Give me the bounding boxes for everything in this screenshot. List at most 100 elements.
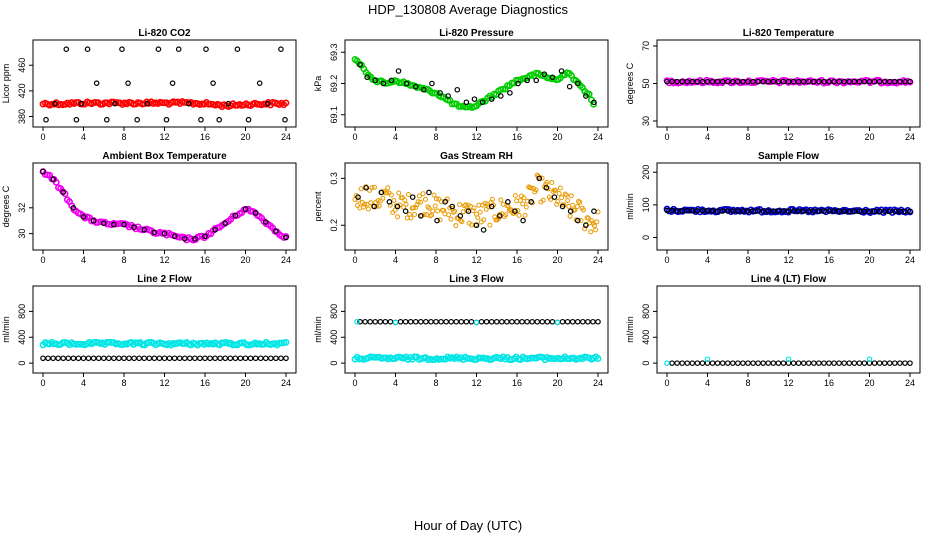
cloud-point (374, 203, 380, 209)
band-point (282, 338, 290, 346)
x-tick-label: 24 (281, 378, 291, 388)
data-point (684, 360, 691, 366)
data-point (704, 78, 711, 85)
x-tick-label: 16 (200, 255, 210, 265)
data-point (902, 360, 908, 366)
data-point (488, 203, 495, 210)
y-tick-label: 69.3 (329, 43, 339, 61)
data-point (134, 116, 140, 123)
x-tick-label: 0 (352, 255, 357, 265)
data-point (242, 206, 249, 212)
data-point (103, 116, 110, 123)
data-point (569, 318, 576, 325)
data-point (795, 78, 802, 85)
data-point (125, 80, 131, 86)
data-point (821, 208, 827, 214)
data-point (785, 208, 792, 214)
x-tick-label: 12 (783, 132, 793, 142)
data-point (574, 80, 581, 87)
panel-title: Gas Stream RH (440, 151, 513, 162)
x-tick-label: 24 (281, 255, 291, 265)
data-point (457, 213, 464, 219)
x-tick-label: 20 (240, 255, 250, 265)
x-tick-label: 8 (433, 378, 438, 388)
data-point (760, 78, 766, 85)
data-point (367, 318, 373, 325)
data-point (790, 78, 797, 85)
data-point (770, 208, 777, 214)
data-point (95, 355, 102, 362)
data-point (745, 78, 751, 85)
x-tick-label: 12 (159, 132, 169, 142)
cloud-point (429, 212, 435, 218)
x-tick-label: 12 (159, 255, 169, 265)
data-point (861, 78, 868, 85)
data-point (80, 214, 87, 220)
data-point (146, 355, 153, 362)
cloud-point (448, 216, 454, 222)
data-point (674, 207, 680, 214)
x-tick-label: 0 (664, 378, 669, 388)
cloud-point (512, 193, 518, 199)
cloud-point (437, 217, 443, 223)
data-point (282, 116, 288, 123)
plot-frame (344, 39, 609, 128)
data-point (821, 360, 827, 366)
data-point (363, 184, 369, 191)
data-point (198, 116, 204, 123)
cloud-point (405, 191, 411, 197)
x-tick-label: 8 (121, 255, 126, 265)
cloud-point (556, 190, 562, 196)
data-point (775, 360, 782, 366)
data-point (902, 78, 908, 85)
x-tick-label: 8 (745, 378, 750, 388)
data-point (689, 78, 696, 85)
data-point (252, 210, 259, 216)
data-point (559, 203, 566, 210)
data-point (480, 227, 487, 233)
data-point (679, 78, 685, 85)
data-point (811, 208, 817, 214)
x-tick-label: 12 (471, 255, 481, 265)
data-point (826, 78, 832, 85)
panel-title: Ambient Box Temperature (102, 151, 227, 162)
data-point (684, 78, 691, 85)
data-point (496, 213, 503, 219)
data-point (75, 355, 82, 362)
data-point (566, 83, 573, 90)
data-point (222, 355, 229, 362)
data-point (283, 234, 289, 241)
cloud-point (498, 197, 504, 203)
data-point (52, 100, 58, 107)
data-point (730, 78, 736, 85)
data-point (473, 319, 480, 326)
series-1 (351, 353, 602, 364)
data-point (448, 318, 454, 325)
cloud-point (403, 201, 409, 207)
x-tick-label: 12 (783, 255, 793, 265)
data-point (902, 208, 908, 215)
data-point (856, 78, 863, 85)
data-point (232, 355, 239, 362)
data-point (202, 233, 208, 240)
x-tick-label: 24 (593, 255, 603, 265)
data-point (483, 318, 490, 325)
data-point (388, 77, 395, 84)
data-point (544, 318, 551, 325)
data-point (790, 208, 797, 214)
data-point (583, 93, 589, 99)
data-point (674, 360, 680, 366)
data-point (161, 355, 168, 362)
data-point (836, 78, 842, 85)
data-point (371, 203, 378, 210)
data-point (222, 220, 229, 227)
data-point (811, 78, 817, 85)
data-point (580, 318, 586, 325)
y-tick-label: 30 (17, 229, 27, 239)
data-point (437, 90, 443, 96)
y-tick-label: 50 (641, 78, 651, 88)
data-point (674, 78, 680, 85)
data-point (225, 100, 232, 107)
data-point (454, 86, 461, 93)
